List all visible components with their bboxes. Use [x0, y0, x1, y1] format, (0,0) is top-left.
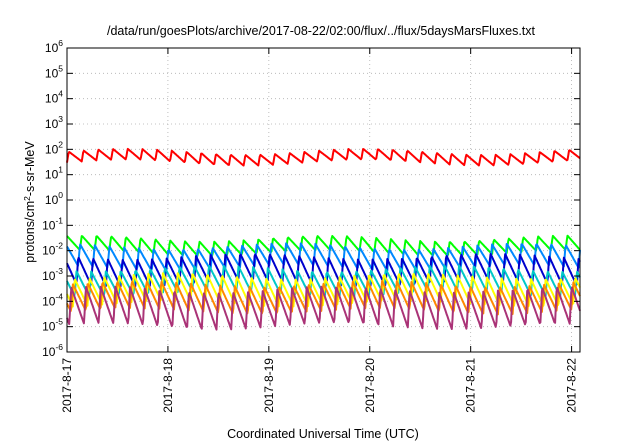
series-line	[66, 280, 581, 316]
y-tick-label: 100	[45, 190, 63, 207]
axes: 10-6 10-5 10-4 10-3 10-2 10-1 100 101 102 103 104 1…	[42, 38, 580, 413]
x-axis-label: Coordinated Universal Time (UTC)	[227, 427, 419, 441]
y-tick-label: 10-4	[42, 291, 63, 308]
y-tick-label: 10-2	[42, 241, 63, 258]
x-tick-label: 2017-8-20	[363, 358, 377, 413]
series-line	[66, 147, 581, 167]
series-line	[66, 272, 581, 308]
y-tick-label: 101	[45, 165, 63, 182]
y-axis-label: protons/cm2-s-sr-MeV	[22, 141, 37, 263]
y-tick-label: 10-1	[42, 215, 63, 232]
y-tick-label: 10-3	[42, 266, 63, 283]
x-tick-label: 2017-8-22	[565, 358, 579, 413]
series-line	[66, 234, 581, 257]
data-series	[66, 147, 581, 331]
y-tick-label: 106	[45, 38, 63, 55]
chart-title: /data/run/goesPlots/archive/2017-08-22/0…	[107, 24, 536, 38]
y-tick-label: 10-5	[42, 317, 63, 334]
series-line	[66, 252, 581, 288]
x-tick-label: 2017-8-21	[464, 358, 478, 413]
y-tick-label: 10-6	[42, 342, 63, 359]
series-line	[66, 285, 581, 331]
y-tick-label: 104	[45, 89, 63, 106]
series-line	[66, 242, 581, 273]
x-tick-label: 2017-8-18	[161, 358, 175, 413]
y-tick-label: 105	[45, 63, 63, 80]
x-tick-label: 2017-8-17	[60, 358, 74, 413]
x-tick-label: 2017-8-19	[262, 358, 276, 413]
y-tick-label: 102	[45, 139, 63, 156]
y-tick-label: 103	[45, 114, 63, 131]
